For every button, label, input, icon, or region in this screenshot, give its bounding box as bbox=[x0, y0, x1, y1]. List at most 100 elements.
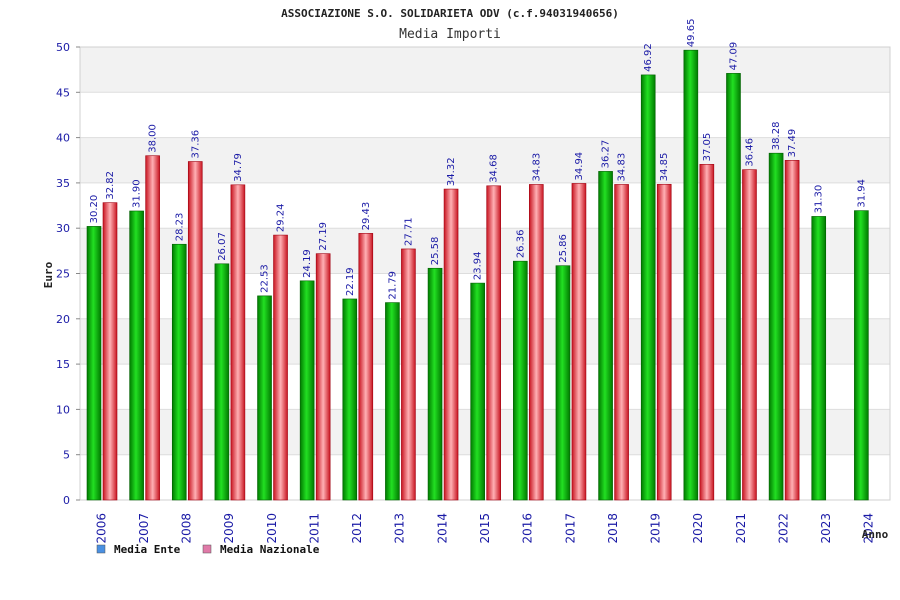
y-tick-label: 0 bbox=[63, 494, 70, 507]
data-label: 30.20 bbox=[89, 195, 100, 224]
data-label: 26.36 bbox=[515, 230, 526, 259]
x-tick-label: 2009 bbox=[222, 513, 236, 544]
x-axis: 2006 2007 2008 2009 2010 2011 2012 2013 2014 2015… bbox=[94, 513, 875, 544]
data-label: 24.19 bbox=[302, 249, 313, 278]
x-tick-label: 2013 bbox=[393, 513, 407, 544]
y-tick-label: 20 bbox=[56, 313, 70, 326]
bar-media-ente-2023 bbox=[811, 216, 827, 501]
data-label: 37.05 bbox=[702, 133, 713, 162]
data-label: 25.58 bbox=[430, 237, 441, 266]
data-label: 38.28 bbox=[771, 122, 782, 151]
data-label: 31.30 bbox=[814, 185, 825, 214]
data-label: 34.94 bbox=[574, 152, 585, 181]
x-tick-label: 2021 bbox=[734, 513, 748, 544]
legend: Media Ente Media Nazionale bbox=[96, 543, 320, 556]
x-tick-label: 2015 bbox=[478, 513, 492, 544]
data-label: 21.79 bbox=[387, 271, 398, 300]
x-tick-label: 2022 bbox=[776, 513, 790, 544]
x-tick-label: 2010 bbox=[265, 513, 279, 544]
data-label: 29.43 bbox=[361, 202, 372, 231]
x-tick-label: 2006 bbox=[94, 513, 108, 544]
y-tick-label: 45 bbox=[56, 86, 70, 99]
data-label: 25.86 bbox=[558, 234, 569, 263]
x-tick-label: 2024 bbox=[862, 513, 876, 544]
data-label: 37.36 bbox=[190, 130, 201, 159]
bar-media-nazionale-2013 bbox=[401, 248, 416, 501]
y-tick-label: 5 bbox=[63, 449, 70, 462]
bars bbox=[86, 49, 869, 501]
data-label: 22.19 bbox=[345, 267, 356, 296]
bar-media-ente-2010 bbox=[257, 295, 272, 501]
legend-swatch-media-ente bbox=[96, 544, 106, 554]
bar-media-nazionale-2006 bbox=[102, 202, 118, 501]
data-label: 38.00 bbox=[148, 124, 159, 153]
bar-media-ente-2019 bbox=[640, 74, 656, 501]
bar-media-ente-2014 bbox=[427, 267, 443, 501]
data-label: 36.27 bbox=[601, 140, 612, 169]
data-label: 34.68 bbox=[489, 154, 500, 183]
data-label: 27.71 bbox=[403, 217, 414, 246]
bar-media-nazionale-2017 bbox=[571, 183, 587, 501]
bar-media-ente-2011 bbox=[299, 280, 315, 501]
bar-media-nazionale-2012 bbox=[358, 233, 374, 501]
bar-media-nazionale-2015 bbox=[486, 185, 501, 501]
bar-media-ente-2006 bbox=[86, 226, 102, 501]
bar-media-nazionale-2016 bbox=[529, 184, 544, 501]
data-label: 37.49 bbox=[787, 129, 798, 158]
grid-band bbox=[80, 47, 890, 93]
data-label: 27.19 bbox=[318, 222, 329, 251]
x-tick-label: 2023 bbox=[819, 513, 833, 544]
data-label: 26.07 bbox=[217, 232, 228, 261]
x-tick-label: 2012 bbox=[350, 513, 364, 544]
bar-media-nazionale-2011 bbox=[315, 253, 331, 501]
legend-label-media-nazionale: Media Nazionale bbox=[220, 543, 320, 556]
y-tick-label: 10 bbox=[56, 403, 70, 416]
data-label: 23.94 bbox=[473, 251, 484, 280]
chart-title: ASSOCIAZIONE S.O. SOLIDARIETA ODV (c.f.9… bbox=[281, 7, 619, 20]
bar-media-ente-2018 bbox=[598, 171, 613, 501]
data-label: 28.23 bbox=[174, 213, 185, 242]
bar-media-ente-2015 bbox=[470, 282, 485, 501]
data-label: 34.32 bbox=[446, 157, 457, 186]
x-tick-label: 2007 bbox=[137, 513, 151, 544]
bar-media-nazionale-2008 bbox=[187, 161, 203, 501]
x-tick-label: 2016 bbox=[521, 513, 535, 544]
data-label: 22.53 bbox=[260, 264, 271, 293]
data-label: 34.83 bbox=[531, 153, 542, 182]
y-tick-label: 25 bbox=[56, 268, 70, 281]
data-label: 34.79 bbox=[233, 153, 244, 182]
bar-media-ente-2008 bbox=[171, 243, 187, 501]
data-label: 49.65 bbox=[686, 19, 697, 48]
bar-media-ente-2013 bbox=[385, 302, 400, 501]
data-labels: 30.20 32.82 31.90 38.00 28.23 37.36 26.07 34.79… bbox=[89, 19, 867, 300]
y-tick-label: 50 bbox=[56, 41, 70, 54]
data-label: 31.90 bbox=[132, 179, 143, 208]
bar-media-nazionale-2022 bbox=[784, 160, 800, 501]
x-tick-label: 2019 bbox=[649, 513, 663, 544]
bar-media-ente-2017 bbox=[555, 265, 571, 501]
bar-media-ente-2024 bbox=[854, 210, 869, 501]
y-axis: 0 5 10 15 20 25 30 35 40 45 50 bbox=[56, 41, 80, 507]
data-label: 34.85 bbox=[659, 153, 670, 182]
x-tick-label: 2008 bbox=[180, 513, 194, 544]
x-tick-label: 2014 bbox=[435, 513, 449, 544]
bar-media-nazionale-2009 bbox=[230, 184, 246, 501]
bar-media-ente-2022 bbox=[768, 152, 784, 501]
bar-media-ente-2009 bbox=[214, 263, 230, 501]
data-label: 36.46 bbox=[744, 138, 755, 167]
y-tick-label: 35 bbox=[56, 177, 70, 190]
x-tick-label: 2018 bbox=[606, 513, 620, 544]
bar-media-ente-2020 bbox=[683, 49, 699, 501]
bar-media-nazionale-2014 bbox=[443, 188, 459, 501]
y-tick-label: 40 bbox=[56, 132, 70, 145]
bar-media-nazionale-2010 bbox=[273, 234, 288, 501]
legend-label-media-ente: Media Ente bbox=[114, 543, 181, 556]
data-label: 46.92 bbox=[643, 43, 654, 72]
y-tick-label: 30 bbox=[56, 222, 70, 235]
data-label: 34.83 bbox=[617, 153, 628, 182]
x-tick-label: 2020 bbox=[691, 513, 705, 544]
data-label: 47.09 bbox=[728, 42, 739, 71]
data-label: 29.24 bbox=[276, 203, 287, 232]
bar-media-nazionale-2021 bbox=[742, 169, 757, 501]
